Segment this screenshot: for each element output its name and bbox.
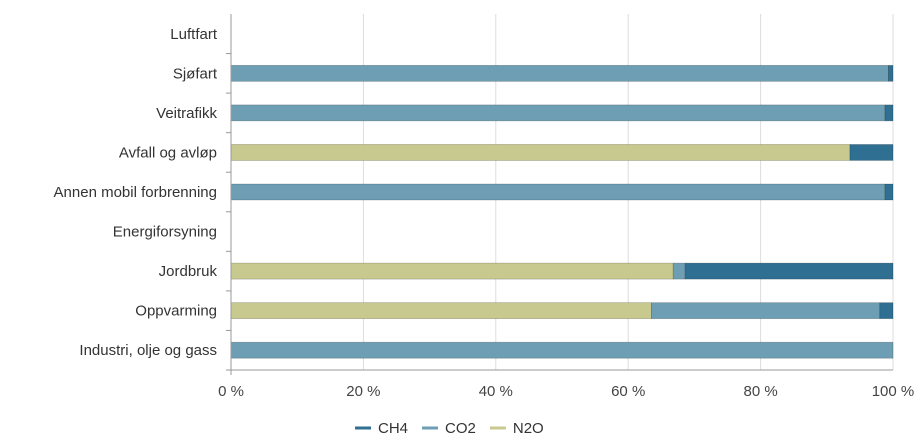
legend-item-co2[interactable]: CO2 bbox=[422, 420, 476, 437]
bars bbox=[230, 64, 894, 359]
bar-segment-ch4 bbox=[879, 302, 894, 320]
axes bbox=[226, 14, 893, 375]
bar-segment-co2 bbox=[230, 64, 889, 82]
legend: CH4 CO2 N2O bbox=[355, 420, 544, 437]
x-tick-label: 0 % bbox=[218, 383, 244, 400]
legend-label: CH4 bbox=[378, 420, 408, 437]
legend-label: CO2 bbox=[445, 420, 476, 437]
category-label: Oppvarming bbox=[135, 303, 217, 320]
bar-segment-co2 bbox=[230, 104, 886, 122]
category-label: Luftfart bbox=[170, 26, 218, 43]
bar-segment-ch4 bbox=[849, 144, 894, 161]
legend-label: N2O bbox=[513, 420, 544, 437]
bar-segment-co2 bbox=[651, 302, 881, 320]
x-tick-label: 100 % bbox=[872, 383, 915, 400]
category-label: Annen mobil forbrenning bbox=[54, 184, 217, 201]
x-tick-label: 20 % bbox=[346, 383, 380, 400]
legend-item-ch4[interactable]: CH4 bbox=[355, 420, 408, 437]
category-label: Avfall og avløp bbox=[119, 144, 217, 161]
bar-segment-n2o bbox=[230, 262, 674, 280]
bar-segment-co2 bbox=[230, 183, 886, 201]
bar-segment-ch4 bbox=[684, 262, 894, 280]
category-labels: Luftfart Sjøfart Veitrafikk Avfall og avløp… bbox=[54, 26, 218, 359]
x-tick-label: 80 % bbox=[743, 383, 777, 400]
bar-segment-co2 bbox=[672, 262, 686, 280]
bar-segment-co2 bbox=[230, 341, 894, 359]
x-tick-label: 60 % bbox=[611, 383, 645, 400]
bar-segment-n2o bbox=[230, 302, 652, 320]
category-label: Jordbruk bbox=[159, 263, 218, 280]
x-tick-labels: 0 % 20 % 40 % 60 % 80 % 100 % bbox=[218, 383, 914, 400]
legend-item-n2o[interactable]: N2O bbox=[489, 420, 544, 437]
bar-segment-ch4 bbox=[884, 183, 894, 201]
category-label: Industri, olje og gass bbox=[79, 342, 217, 359]
category-label: Veitrafikk bbox=[156, 105, 217, 122]
category-label: Energiforsyning bbox=[113, 224, 217, 241]
bar-segment-n2o bbox=[230, 144, 851, 161]
x-tick-label: 40 % bbox=[479, 383, 513, 400]
bar-segment-ch4 bbox=[884, 104, 894, 122]
bar-segment-ch4 bbox=[888, 64, 894, 82]
category-label: Sjøfart bbox=[173, 65, 218, 82]
